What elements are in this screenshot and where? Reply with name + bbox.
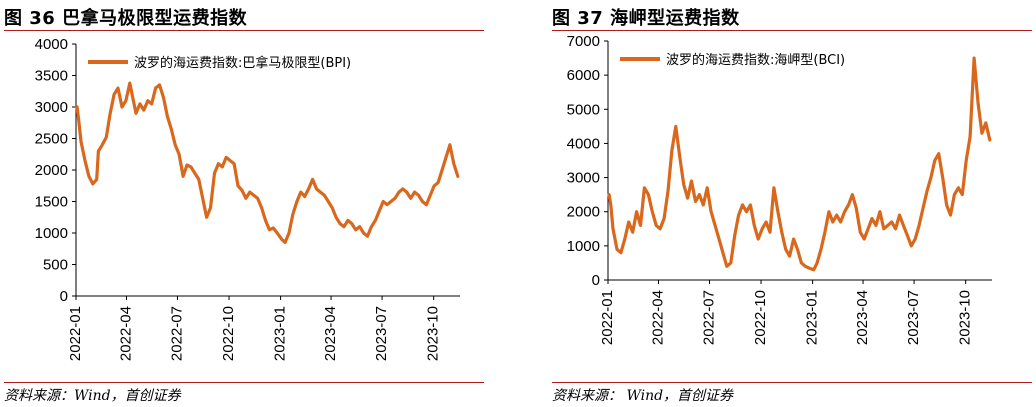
x-tick-label: 2022-04 — [649, 290, 666, 345]
y-tick-label: 2000 — [35, 162, 68, 179]
y-tick-label: 2000 — [567, 204, 600, 221]
bci-line-chart: 0 1000 2000 3000 4000 5000 6000 7000 2022-01 2022… — [567, 33, 992, 345]
bpi-line-chart: 0 500 1000 1500 2000 2500 3000 3500 4000 2022-01 2… — [35, 36, 460, 361]
source-rule — [4, 382, 484, 383]
y-tick-label: 1000 — [567, 238, 600, 255]
x-tick-label: 2022-07 — [700, 290, 717, 345]
bci-figure: 图 37 海岬型运费指数 0 1000 2000 3000 4000 5000 6000 70… — [552, 0, 1036, 407]
y-tick-label: 1000 — [35, 225, 68, 242]
y-tick-label: 5000 — [567, 101, 600, 118]
source-note: 资料来源： Wind，首创证券 — [552, 388, 734, 404]
source-note: 资料来源：Wind，首创证券 — [4, 388, 181, 404]
figure-title: 图 37 海岬型运费指数 — [552, 8, 740, 29]
x-tick-label: 2022-04 — [117, 306, 134, 361]
x-tick-label: 2023-04 — [854, 290, 871, 345]
y-tick-label: 2500 — [35, 131, 68, 148]
x-tick-label: 2023-10 — [425, 306, 442, 361]
x-tick-label: 2022-10 — [220, 306, 237, 361]
x-tick-label: 2023-04 — [322, 306, 339, 361]
title-rule — [4, 30, 484, 31]
series-line — [75, 81, 460, 244]
y-tick-label: 7000 — [567, 33, 600, 50]
x-tick-label: 2022-01 — [67, 306, 84, 361]
x-tick-label: 2023-07 — [905, 290, 922, 345]
x-tick-label: 2022-01 — [599, 290, 616, 345]
y-tick-label: 3000 — [567, 170, 600, 187]
y-tick-label: 4000 — [567, 135, 600, 152]
x-tick-label: 2023-01 — [272, 306, 289, 361]
y-tick-label: 3500 — [35, 68, 68, 85]
bpi-figure: 图 36 巴拿马极限型运费指数 0 500 1000 1500 2000 2500 3000… — [4, 0, 504, 407]
legend-label: 波罗的海运费指数:巴拿马极限型(BPI) — [134, 55, 351, 71]
y-tick-label: 4000 — [35, 36, 68, 53]
x-tick-label: 2022-07 — [168, 306, 185, 361]
legend-label: 波罗的海运费指数:海岬型(BCI) — [666, 52, 845, 68]
y-tick-label: 6000 — [567, 67, 600, 84]
y-tick-label: 3000 — [35, 99, 68, 116]
source-rule — [552, 382, 1032, 383]
figure-title: 图 36 巴拿马极限型运费指数 — [4, 8, 248, 29]
y-tick-label: 1500 — [35, 194, 68, 211]
x-tick-label: 2023-07 — [373, 306, 390, 361]
title-rule — [552, 30, 1032, 31]
x-tick-label: 2023-01 — [804, 290, 821, 345]
series-line — [607, 56, 992, 272]
y-tick-label: 0 — [60, 288, 68, 305]
y-tick-label: 500 — [43, 257, 68, 274]
y-tick-label: 0 — [592, 272, 600, 289]
x-tick-label: 2023-10 — [957, 290, 974, 345]
x-tick-label: 2022-10 — [752, 290, 769, 345]
